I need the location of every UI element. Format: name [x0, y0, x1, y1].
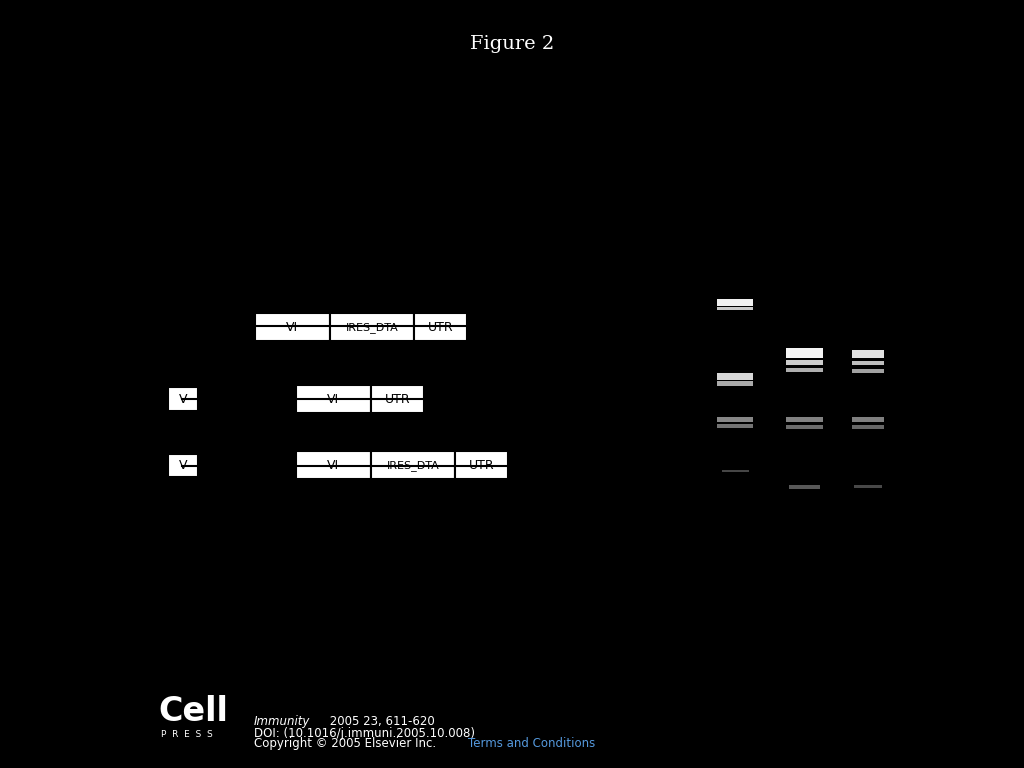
Text: IRES_DTA: IRES_DTA — [346, 322, 398, 333]
Bar — [296, 386, 371, 413]
Bar — [168, 454, 198, 478]
Bar — [255, 313, 330, 341]
Text: A: A — [168, 257, 181, 276]
Bar — [718, 307, 754, 310]
Bar — [790, 485, 819, 489]
Text: 63.5: 63.5 — [651, 304, 675, 314]
Bar — [371, 386, 424, 413]
Text: UTR: UTR — [428, 320, 454, 333]
Text: 15: 15 — [662, 463, 675, 473]
Bar — [852, 425, 884, 429]
Text: V: V — [178, 392, 187, 406]
Bar — [785, 359, 823, 365]
Text: 32.5: 32.5 — [651, 373, 675, 383]
Text: WT: WT — [724, 266, 746, 280]
Bar — [456, 452, 508, 479]
Text: V: V — [178, 459, 187, 472]
Text: IRES_DTA: IRES_DTA — [387, 460, 439, 471]
Text: P  R  E  S  S: P R E S S — [161, 730, 213, 739]
Text: 2005 23, 611-620: 2005 23, 611-620 — [326, 715, 434, 728]
Bar — [691, 277, 901, 508]
Text: UTR: UTR — [469, 459, 495, 472]
Text: 2: 2 — [863, 266, 872, 280]
Bar — [785, 348, 823, 358]
Text: Cell: Cell — [159, 695, 228, 728]
Bar — [785, 425, 823, 429]
Bar — [852, 361, 884, 366]
Text: VI: VI — [328, 392, 339, 406]
Text: VI: VI — [286, 320, 298, 333]
Bar — [854, 485, 882, 488]
Text: DOI: (10.1016/j.immuni.2005.10.008): DOI: (10.1016/j.immuni.2005.10.008) — [254, 727, 475, 740]
Bar — [852, 369, 884, 373]
Bar — [296, 452, 371, 479]
Text: B: B — [631, 257, 644, 276]
Text: Terms and Conditions: Terms and Conditions — [468, 737, 595, 750]
Text: H: H — [352, 416, 362, 429]
Text: 48.5: 48.5 — [651, 317, 675, 327]
Bar — [852, 417, 884, 422]
Bar — [785, 368, 823, 372]
Text: 1: 1 — [800, 266, 809, 280]
Text: VI: VI — [328, 459, 339, 472]
Text: 1.0 Kb: 1.0 Kb — [463, 263, 503, 276]
Bar — [415, 313, 467, 341]
Bar — [718, 381, 754, 386]
Bar — [718, 424, 754, 428]
Bar — [330, 313, 415, 341]
Text: Copyright © 2005 Elsevier Inc.: Copyright © 2005 Elsevier Inc. — [254, 737, 440, 750]
Text: Kd: Kd — [652, 275, 667, 285]
Text: 1.0Kb: 1.0Kb — [273, 263, 309, 276]
Bar — [718, 373, 754, 380]
Bar — [718, 299, 754, 306]
Bar — [722, 469, 750, 472]
Bar — [168, 387, 198, 411]
Text: H: H — [385, 267, 394, 280]
Text: Immunity: Immunity — [254, 715, 310, 728]
Text: UTR: UTR — [384, 392, 410, 406]
Bar — [718, 417, 754, 422]
Bar — [852, 350, 884, 359]
Text: Figure 2: Figure 2 — [470, 35, 554, 52]
Bar — [371, 452, 456, 479]
Bar — [785, 417, 823, 422]
